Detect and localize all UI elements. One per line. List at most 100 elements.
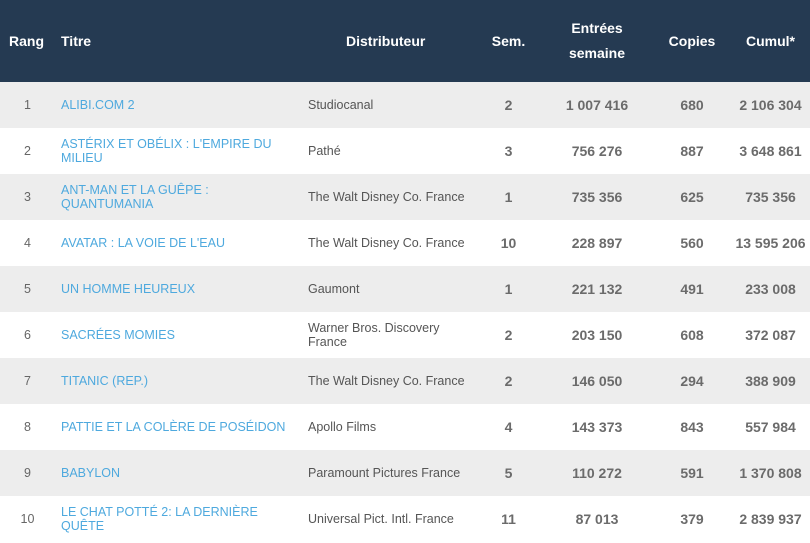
film-title-link[interactable]: ASTÉRIX ET OBÉLIX : L'EMPIRE DU MILIEU [61, 137, 272, 165]
cumulative-cell: 2 839 937 [739, 510, 802, 527]
copies-cell: 843 [680, 419, 704, 435]
distributor-cell: Gaumont [308, 282, 360, 296]
distributor-cell: Pathé [308, 144, 341, 158]
header-semaine-count: Sem. [491, 32, 526, 49]
weeks-cell: 1 [504, 281, 513, 297]
film-title-link[interactable]: SACRÉES MOMIES [61, 328, 175, 342]
table-body: 1 ALIBI.COM 2 Studiocanal 2 1 007 416 68… [0, 82, 810, 541]
header-row: Rang Titre Distributeur Sem. Entrées sem… [0, 0, 810, 82]
table-row: 5 UN HOMME HEUREUX Gaumont 1 221 132 491… [0, 266, 810, 312]
weeks-cell: 5 [504, 465, 513, 481]
copies-cell: 887 [680, 143, 704, 159]
header-distributeur: Distributeur [346, 32, 426, 49]
table-row: 10 LE CHAT POTTÉ 2: LA DERNIÈRE QUÊTE Un… [0, 496, 810, 541]
table-row: 2 ASTÉRIX ET OBÉLIX : L'EMPIRE DU MILIEU… [0, 128, 810, 174]
table-row: 8 PATTIE ET LA COLÈRE DE POSÉIDON Apollo… [0, 404, 810, 450]
weekly-admissions-cell: 87 013 [575, 510, 619, 527]
distributor-cell: The Walt Disney Co. France [308, 236, 465, 250]
header-titre: Titre [61, 32, 92, 49]
cumulative-cell: 1 370 808 [739, 465, 802, 481]
table-row: 3 ANT-MAN ET LA GUÊPE : QUANTUMANIA The … [0, 174, 810, 220]
distributor-cell: The Walt Disney Co. France [308, 190, 465, 204]
copies-cell: 591 [680, 465, 704, 481]
weeks-cell: 2 [504, 373, 513, 389]
film-title-link[interactable]: PATTIE ET LA COLÈRE DE POSÉIDON [61, 420, 286, 434]
header-entrees-line2: semaine [568, 45, 626, 61]
film-title-link[interactable]: BABYLON [61, 466, 121, 480]
header-entrees-semaine: Entrées semaine [541, 0, 653, 82]
copies-cell: 379 [680, 510, 704, 527]
weekly-admissions-cell: 146 050 [571, 373, 623, 389]
weeks-cell: 3 [504, 143, 513, 159]
title-cell: LE CHAT POTTÉ 2: LA DERNIÈRE QUÊTE [55, 496, 308, 541]
film-title-link[interactable]: LE CHAT POTTÉ 2: LA DERNIÈRE QUÊTE [61, 504, 258, 533]
title-cell: ANT-MAN ET LA GUÊPE : QUANTUMANIA [55, 174, 308, 220]
copies-cell: 625 [680, 189, 704, 205]
weekly-admissions-cell: 110 272 [572, 465, 622, 481]
film-title-link[interactable]: ANT-MAN ET LA GUÊPE : QUANTUMANIA [61, 183, 209, 211]
copies-cell: 560 [680, 235, 704, 251]
rank-cell: 2 [24, 144, 31, 158]
weekly-admissions-cell: 221 132 [571, 281, 623, 297]
title-cell: BABYLON [55, 450, 308, 496]
weekly-admissions-cell: 735 356 [571, 189, 623, 205]
header-entrees-line1: Entrées [571, 20, 623, 36]
rank-cell: 1 [24, 98, 31, 112]
title-cell: PATTIE ET LA COLÈRE DE POSÉIDON [55, 404, 308, 450]
header-cumul: Cumul* [746, 32, 795, 49]
title-cell: UN HOMME HEUREUX [55, 266, 308, 312]
weeks-cell: 2 [504, 327, 513, 343]
rank-cell: 9 [24, 466, 31, 480]
distributor-cell: The Walt Disney Co. France [308, 374, 465, 388]
weeks-cell: 10 [500, 235, 517, 251]
header-rang: Rang [9, 32, 44, 49]
header-copies: Copies [668, 32, 716, 49]
cumulative-cell: 557 984 [745, 419, 796, 435]
distributor-cell: Paramount Pictures France [308, 466, 461, 480]
rank-cell: 5 [24, 282, 31, 296]
copies-cell: 608 [680, 327, 704, 343]
rank-cell: 6 [24, 328, 31, 342]
cumulative-cell: 233 008 [745, 281, 796, 297]
copies-cell: 680 [680, 97, 704, 113]
weekly-admissions-cell: 756 276 [571, 143, 623, 159]
weekly-admissions-cell: 1 007 416 [565, 97, 629, 113]
cumulative-cell: 735 356 [745, 189, 796, 205]
rank-cell: 7 [24, 374, 31, 388]
distributor-cell: Warner Bros. Discovery France [308, 321, 440, 349]
film-title-link[interactable]: TITANIC (REP.) [61, 374, 149, 388]
table-row: 6 SACRÉES MOMIES Warner Bros. Discovery … [0, 312, 810, 358]
weekly-admissions-cell: 203 150 [571, 327, 623, 343]
distributor-cell: Universal Pict. Intl. France [308, 511, 454, 526]
cumulative-cell: 2 106 304 [739, 97, 802, 113]
cumulative-cell: 13 595 206 [735, 235, 806, 251]
weeks-cell: 4 [504, 419, 513, 435]
rank-cell: 10 [20, 511, 35, 526]
weekly-admissions-cell: 228 897 [571, 235, 623, 251]
rank-cell: 8 [24, 420, 31, 434]
weeks-cell: 11 [501, 510, 516, 527]
copies-cell: 491 [680, 281, 704, 297]
table-row: 9 BABYLON Paramount Pictures France 5 11… [0, 450, 810, 496]
table-row: 1 ALIBI.COM 2 Studiocanal 2 1 007 416 68… [0, 82, 810, 128]
title-cell: ASTÉRIX ET OBÉLIX : L'EMPIRE DU MILIEU [55, 128, 308, 174]
film-title-link[interactable]: AVATAR : LA VOIE DE L'EAU [61, 236, 226, 250]
title-cell: ALIBI.COM 2 [55, 82, 308, 128]
rank-cell: 4 [24, 236, 31, 250]
copies-cell: 294 [680, 373, 704, 389]
distributor-cell: Apollo Films [308, 420, 377, 434]
weeks-cell: 1 [504, 189, 513, 205]
cumulative-cell: 3 648 861 [739, 143, 802, 159]
title-cell: SACRÉES MOMIES [55, 312, 308, 358]
rank-cell: 3 [24, 190, 31, 204]
distributor-cell: Studiocanal [308, 98, 374, 112]
cumulative-cell: 388 909 [745, 373, 796, 389]
table-header: Rang Titre Distributeur Sem. Entrées sem… [0, 0, 810, 82]
film-title-link[interactable]: UN HOMME HEUREUX [61, 282, 196, 296]
title-cell: AVATAR : LA VOIE DE L'EAU [55, 220, 308, 266]
weekly-admissions-cell: 143 373 [571, 419, 623, 435]
film-title-link[interactable]: ALIBI.COM 2 [61, 98, 135, 112]
table-row: 7 TITANIC (REP.) The Walt Disney Co. Fra… [0, 358, 810, 404]
table-row: 4 AVATAR : LA VOIE DE L'EAU The Walt Dis… [0, 220, 810, 266]
